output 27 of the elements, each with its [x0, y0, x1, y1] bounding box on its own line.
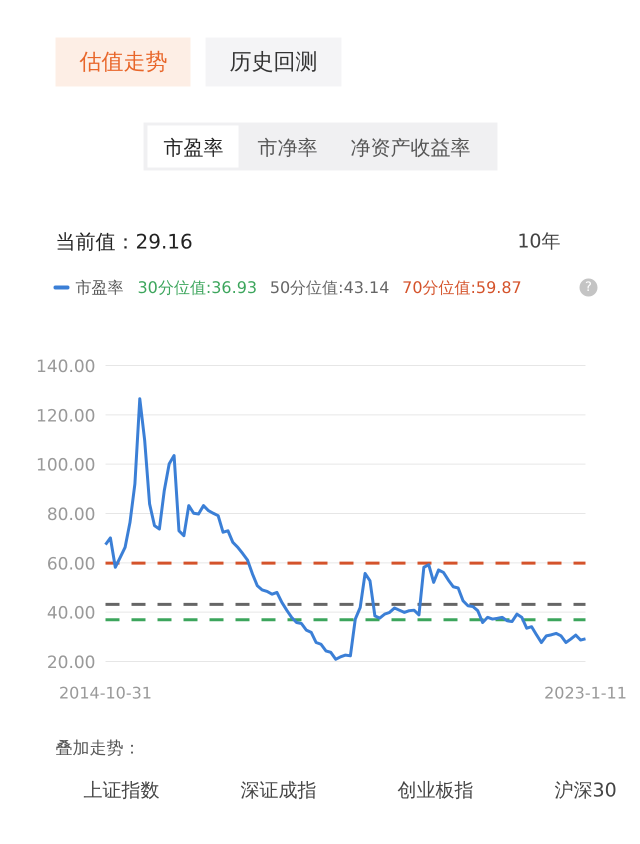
y-tick-label: 40.00: [46, 604, 96, 624]
y-tick-label: 120.00: [36, 406, 96, 426]
text: 叠加走势：: [56, 738, 140, 758]
text: 上证指数: [84, 780, 160, 802]
ref-line-label: 70分位值:59.87: [402, 278, 522, 297]
y-tick-label: 100.00: [36, 456, 96, 476]
text: 深证成指: [240, 780, 316, 802]
legend-label: 市盈率: [76, 278, 124, 297]
x-tick-label: 2023-1-11: [544, 684, 627, 702]
text: 净资产收益率: [350, 136, 470, 160]
y-tick-label: 60.00: [46, 554, 96, 574]
text: 市净率: [258, 136, 318, 160]
ref-line-label: 50分位值:43.14: [270, 278, 390, 297]
text: 市盈率: [164, 136, 224, 160]
y-tick-label: 80.00: [46, 505, 96, 525]
text: 创业板指: [398, 780, 474, 802]
text: 估值走势: [78, 50, 168, 75]
text: 历史回测: [230, 50, 318, 75]
y-tick-label: 20.00: [46, 653, 96, 673]
text: 当前值：29.16: [56, 230, 193, 254]
line-series: [104, 397, 587, 661]
y-tick-label: 140.00: [36, 357, 96, 377]
text: 沪深30: [554, 780, 617, 802]
x-tick-label: 2014-10-31: [59, 684, 152, 702]
ref-line-label: 30分位值:36.93: [138, 278, 258, 297]
text: ?: [585, 280, 592, 295]
text: 10年: [517, 230, 561, 252]
